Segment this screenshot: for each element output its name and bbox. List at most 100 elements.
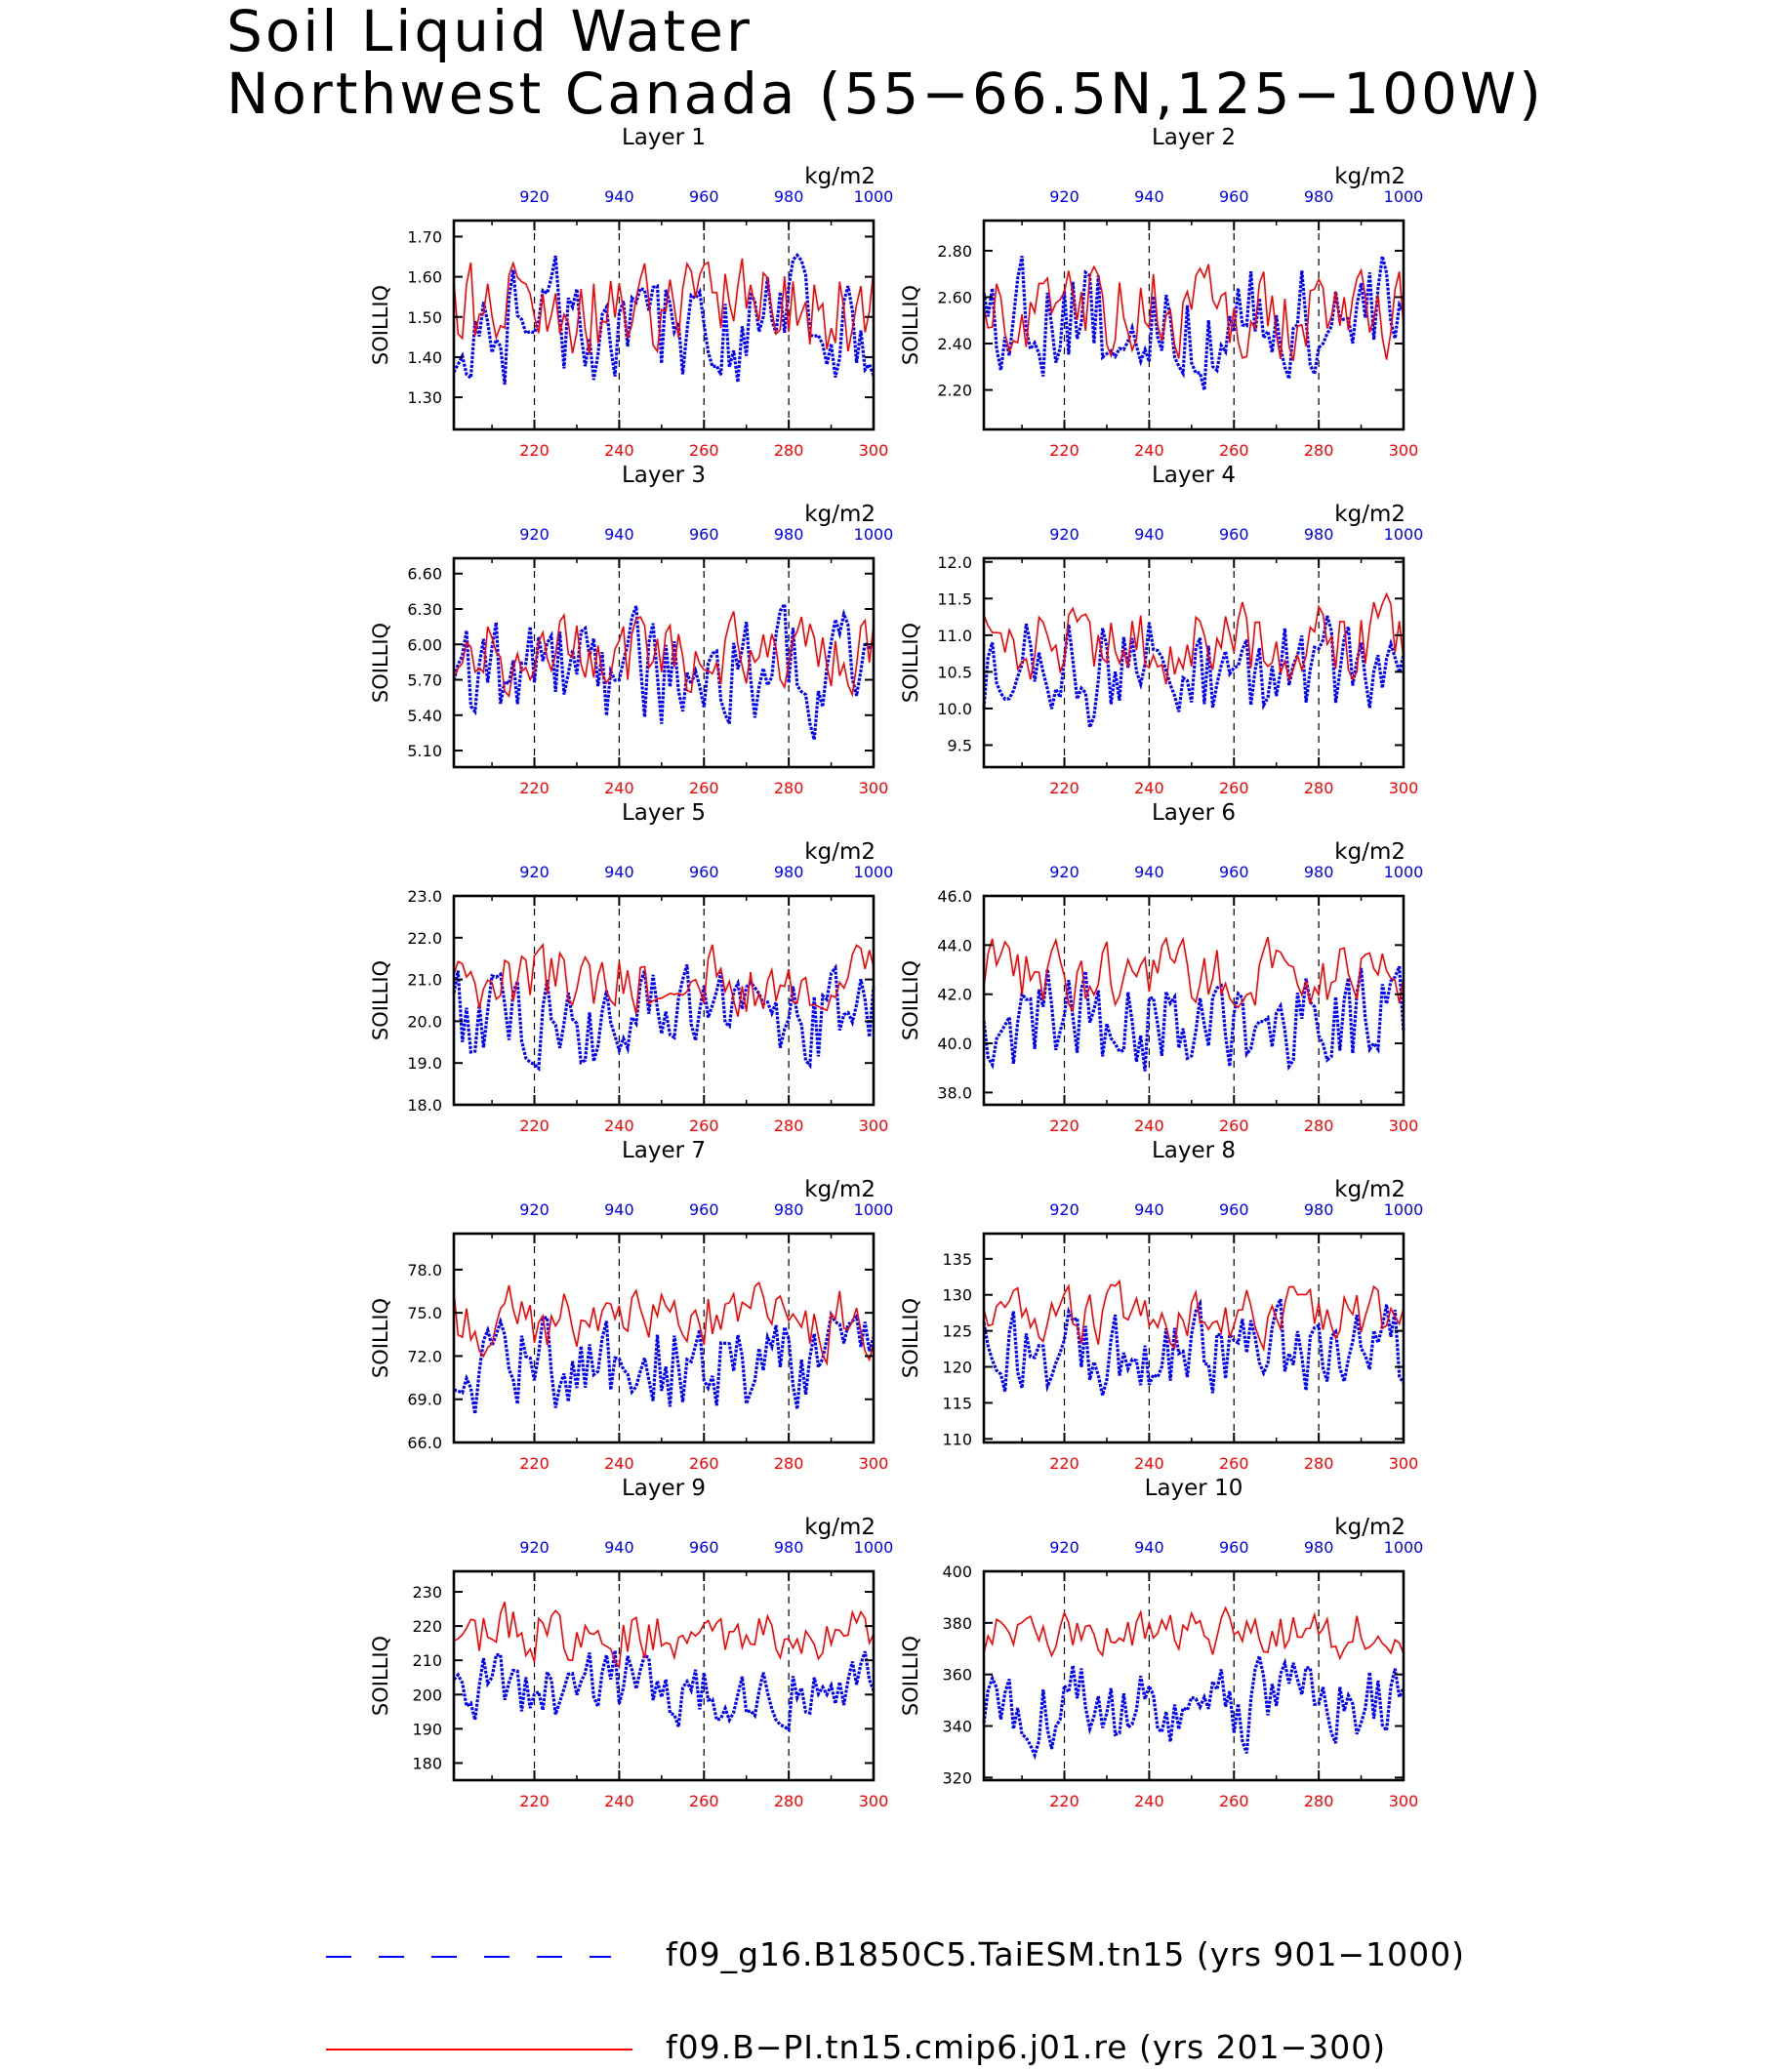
series-line-blue	[982, 615, 1405, 728]
y-tick-label: 1.30	[407, 388, 442, 407]
x-tick-label-bottom: 220	[1049, 441, 1079, 460]
x-tick-label-top: 920	[519, 1538, 550, 1557]
units-label: kg/m2	[1334, 502, 1405, 527]
series-line-blue	[452, 598, 876, 741]
x-tick-label-bottom: 240	[1134, 441, 1164, 460]
y-axis-label: SOILLIQ	[899, 623, 922, 703]
y-tick-label: 125	[942, 1322, 972, 1341]
x-tick-label-top: 980	[1304, 525, 1334, 544]
x-tick-label-top: 1000	[1384, 1200, 1424, 1219]
x-tick-label-bottom: 260	[1219, 1117, 1249, 1135]
series-line-red	[453, 1602, 875, 1670]
x-tick-label-top: 960	[1219, 863, 1249, 881]
y-tick-label: 6.60	[407, 565, 442, 584]
series-line-blue	[452, 963, 876, 1073]
plot-frame	[982, 1232, 1405, 1444]
y-tick-label: 5.40	[407, 707, 442, 725]
legend: f09_g16.B1850C5.TaiESM.tn15 (yrs 901−100…	[0, 1903, 1792, 2069]
x-tick-label-bottom: 300	[859, 1792, 889, 1810]
y-tick-label: 400	[942, 1563, 972, 1581]
x-tick-label-bottom: 220	[1049, 779, 1079, 797]
y-tick-label: 2.80	[937, 242, 972, 261]
y-tick-label: 10.0	[937, 700, 972, 718]
x-tick-label-top: 1000	[854, 525, 894, 544]
x-tick-label-bottom: 280	[774, 1117, 804, 1135]
y-tick-label: 210	[412, 1651, 442, 1670]
y-tick-label: 320	[942, 1768, 972, 1787]
y-tick-label: 23.0	[407, 887, 442, 906]
x-tick-label-bottom: 220	[519, 779, 550, 797]
y-tick-label: 46.0	[937, 887, 972, 906]
y-tick-label: 19.0	[407, 1054, 442, 1073]
y-tick-label: 220	[412, 1617, 442, 1636]
y-tick-label: 78.0	[407, 1261, 442, 1279]
x-tick-label-top: 940	[1134, 187, 1164, 206]
panel-layer-1: 1.30 1.40 1.50 1.60 1.70 220 240 260 280 300 920 94…	[369, 125, 893, 460]
y-tick-label: 75.0	[407, 1304, 442, 1322]
x-tick-label-top: 1000	[1384, 525, 1424, 544]
y-tick-label: 72.0	[407, 1347, 442, 1365]
y-tick-label: 11.0	[937, 627, 972, 645]
x-tick-label-top: 940	[1134, 1538, 1164, 1557]
x-tick-label-top: 920	[1049, 525, 1079, 544]
y-tick-label: 20.0	[407, 1012, 442, 1031]
title-line-1: Soil Liquid Water	[226, 0, 753, 64]
x-tick-label-top: 960	[689, 1538, 719, 1557]
panel-layer-5: 18.0 19.0 20.0 21.0 22.0 23.0 220 240 260 280 300 9…	[369, 800, 893, 1135]
panel-title: Layer 10	[1145, 1476, 1243, 1501]
series-line-blue	[982, 1649, 1405, 1761]
y-tick-label: 5.70	[407, 671, 442, 690]
y-axis-label: SOILLIQ	[899, 960, 922, 1040]
y-tick-label: 9.5	[948, 736, 972, 754]
x-tick-label-top: 920	[1049, 187, 1079, 206]
x-tick-label-top: 940	[604, 525, 634, 544]
plot-frame	[452, 556, 876, 769]
x-tick-label-top: 960	[689, 1200, 719, 1219]
x-tick-label-top: 940	[604, 863, 634, 881]
y-tick-label: 6.00	[407, 635, 442, 654]
x-tick-label-bottom: 260	[689, 779, 719, 797]
x-tick-label-top: 920	[1049, 863, 1079, 881]
panel-layer-8: 110 115 120 125 130 135 220 240 260 280 300 920 940 9…	[899, 1138, 1423, 1473]
x-tick-label-top: 1000	[854, 863, 894, 881]
y-axis-label: SOILLIQ	[369, 1298, 392, 1378]
x-tick-label-bottom: 240	[604, 1454, 634, 1473]
y-axis-label: SOILLIQ	[369, 623, 392, 703]
series-line-red	[453, 1280, 875, 1366]
x-tick-label-top: 960	[689, 525, 719, 544]
x-tick-label-bottom: 240	[604, 1117, 634, 1135]
x-tick-label-bottom: 220	[519, 1117, 550, 1135]
x-tick-label-bottom: 240	[604, 779, 634, 797]
x-tick-label-top: 1000	[854, 1538, 894, 1557]
x-tick-label-bottom: 280	[1304, 1454, 1334, 1473]
x-tick-label-top: 960	[1219, 187, 1249, 206]
panel-layer-2: 2.20 2.40 2.60 2.80 220 240 260 280 300 920 940 960…	[899, 125, 1423, 460]
y-tick-label: 18.0	[407, 1096, 442, 1115]
x-tick-label-bottom: 220	[519, 1454, 550, 1473]
legend-label-red: f09.B−PI.tn15.cmip6.j01.re (yrs 201−300)	[666, 2028, 1387, 2066]
x-tick-label-bottom: 300	[1389, 441, 1419, 460]
series-line-blue	[452, 253, 876, 386]
panel-title: Layer 4	[1152, 463, 1236, 488]
panel-layer-3: 5.10 5.40 5.70 6.00 6.30 6.60 220 240 260 280 300 9…	[369, 463, 893, 797]
y-tick-label: 66.0	[407, 1434, 442, 1452]
x-tick-label-top: 980	[774, 863, 804, 881]
y-tick-label: 190	[412, 1720, 442, 1738]
y-tick-label: 12.0	[937, 553, 972, 572]
x-tick-label-top: 940	[1134, 525, 1164, 544]
y-tick-label: 11.5	[937, 589, 972, 608]
units-label: kg/m2	[804, 1515, 876, 1540]
series-line-red	[983, 591, 1405, 685]
x-tick-label-bottom: 240	[1134, 1117, 1164, 1135]
units-label: kg/m2	[1334, 1177, 1405, 1202]
units-label: kg/m2	[804, 502, 876, 527]
x-tick-label-bottom: 280	[774, 441, 804, 460]
x-tick-label-top: 940	[604, 1200, 634, 1219]
x-tick-label-top: 980	[774, 525, 804, 544]
plot-frame	[982, 219, 1405, 431]
x-tick-label-bottom: 300	[1389, 1792, 1419, 1810]
plot-frame	[452, 894, 876, 1107]
y-tick-label: 69.0	[407, 1391, 442, 1409]
x-tick-label-bottom: 240	[1134, 1792, 1164, 1810]
panel-title: Layer 5	[622, 800, 706, 826]
